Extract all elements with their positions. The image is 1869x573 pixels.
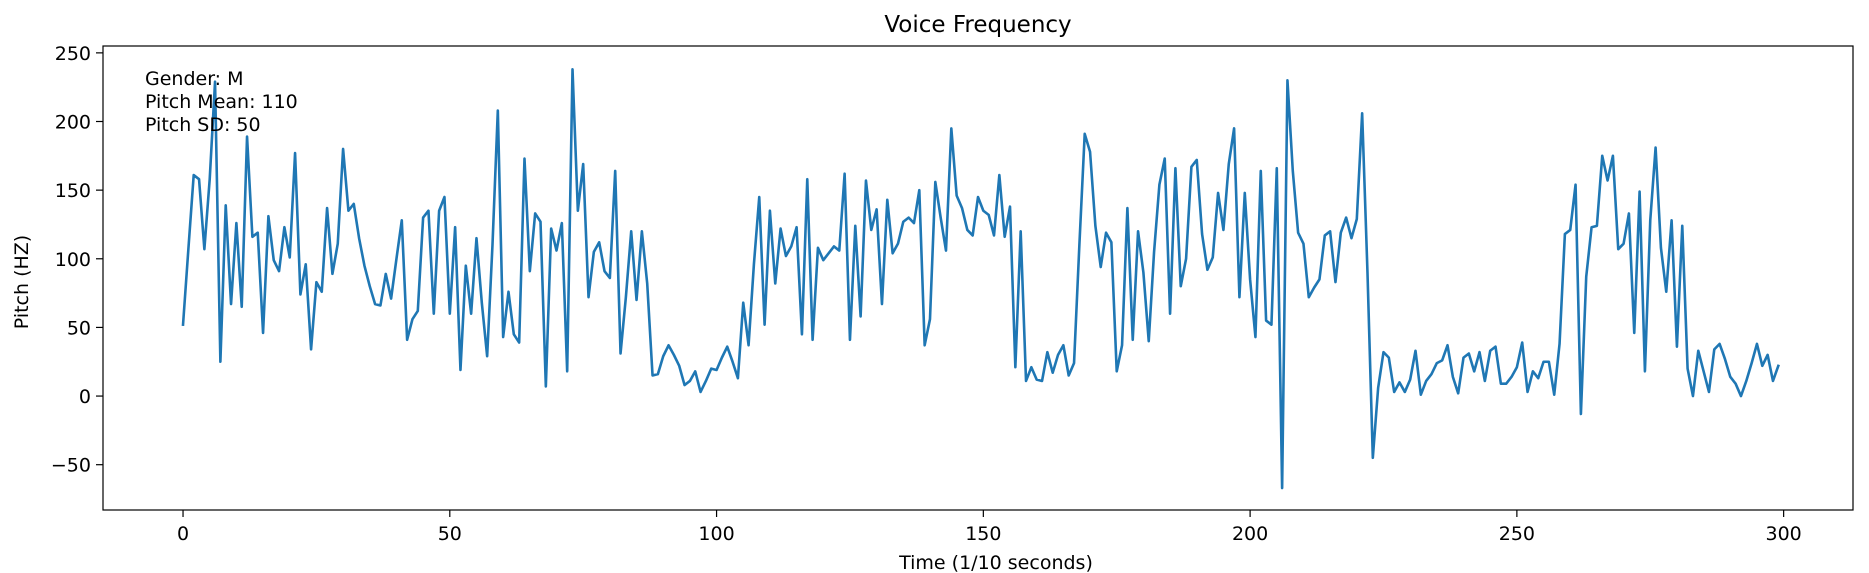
x-tick-label: 0 bbox=[177, 523, 189, 545]
y-tick-label: −50 bbox=[51, 455, 91, 477]
chart-title: Voice Frequency bbox=[884, 12, 1071, 38]
x-tick-label: 200 bbox=[1232, 523, 1268, 545]
y-tick-label: 0 bbox=[79, 386, 91, 408]
y-tick-label: 200 bbox=[55, 112, 91, 134]
y-axis-ticks: −50 0 50 100 150 200 250 bbox=[51, 43, 103, 477]
x-tick-label: 250 bbox=[1499, 523, 1535, 545]
annotation-box: Gender: M Pitch Mean: 110 Pitch SD: 50 bbox=[145, 68, 298, 136]
x-tick-label: 100 bbox=[698, 523, 734, 545]
x-axis-label: Time (1/10 seconds) bbox=[898, 552, 1093, 573]
series-line bbox=[181, 68, 1780, 490]
annotation-pitch-sd: Pitch SD: 50 bbox=[145, 114, 261, 136]
y-tick-label: 100 bbox=[55, 249, 91, 271]
y-axis-label: Pitch (HZ) bbox=[11, 235, 33, 329]
x-tick-label: 50 bbox=[438, 523, 462, 545]
x-tick-label: 300 bbox=[1766, 523, 1802, 545]
y-tick-label: 250 bbox=[55, 43, 91, 65]
annotation-pitch-mean: Pitch Mean: 110 bbox=[145, 91, 298, 113]
x-axis-ticks: 0 50 100 150 200 250 300 bbox=[177, 510, 1802, 545]
y-tick-label: 150 bbox=[55, 180, 91, 202]
plot-frame bbox=[102, 45, 1854, 511]
x-tick-label: 150 bbox=[965, 523, 1001, 545]
series-layer bbox=[181, 68, 1780, 490]
annotation-gender: Gender: M bbox=[145, 68, 244, 90]
y-tick-label: 50 bbox=[67, 317, 91, 339]
